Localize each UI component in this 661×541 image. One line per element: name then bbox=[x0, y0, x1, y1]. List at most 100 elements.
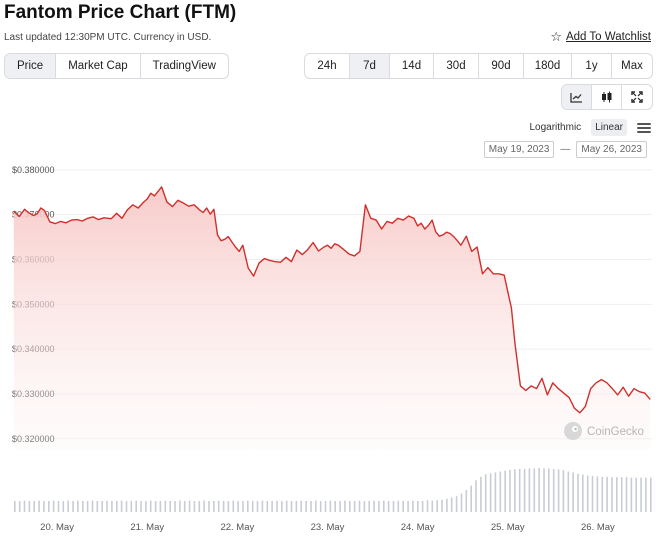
volume-bar bbox=[441, 499, 443, 512]
last-updated-text: Last updated 12:30PM UTC. Currency in US… bbox=[4, 32, 212, 43]
volume-bar bbox=[295, 501, 298, 512]
volume-bar bbox=[392, 501, 395, 512]
volume-bar bbox=[217, 500, 220, 512]
volume-bar bbox=[489, 473, 492, 512]
volume-bar bbox=[480, 476, 482, 512]
date-from-input[interactable]: May 19, 2023 bbox=[483, 141, 555, 158]
volume-bar bbox=[475, 480, 477, 512]
volume-bar bbox=[378, 501, 380, 512]
volume-bar bbox=[339, 501, 341, 512]
volume-bar bbox=[120, 500, 123, 512]
volume-bar bbox=[421, 501, 424, 512]
tab-tradingview[interactable]: TradingView bbox=[152, 60, 216, 72]
expand-button[interactable] bbox=[622, 85, 652, 109]
scale-selector: Logarithmic Linear bbox=[525, 119, 651, 136]
metric-tabs: Price Market Cap TradingView bbox=[4, 53, 229, 79]
x-tick-label: 21. May bbox=[130, 522, 164, 533]
volume-bar bbox=[582, 474, 584, 512]
volume-bar bbox=[436, 500, 438, 512]
volume-bar bbox=[149, 500, 152, 512]
volume-bar bbox=[271, 501, 273, 512]
x-tick-label: 22. May bbox=[220, 522, 254, 533]
x-tick-label: 25. May bbox=[491, 522, 525, 533]
page-title: Fantom Price Chart (FTM) bbox=[4, 2, 237, 23]
volume-bar bbox=[62, 501, 65, 512]
volume-bar bbox=[431, 500, 434, 512]
range-14d[interactable]: 14d bbox=[390, 54, 434, 78]
scale-linear[interactable]: Linear bbox=[591, 119, 627, 136]
volume-bar bbox=[635, 477, 637, 512]
volume-bar bbox=[625, 477, 628, 512]
volume-bar bbox=[586, 475, 589, 512]
volume-bar bbox=[116, 501, 118, 512]
x-tick-label: 26. May bbox=[581, 522, 615, 533]
range-180d[interactable]: 180d bbox=[524, 54, 572, 78]
hamburger-menu-icon[interactable] bbox=[637, 122, 651, 133]
range-max[interactable]: Max bbox=[621, 60, 643, 72]
range-1y[interactable]: 1y bbox=[572, 54, 612, 78]
volume-bar bbox=[198, 501, 201, 512]
volume-bar bbox=[169, 501, 171, 512]
volume-bar bbox=[446, 498, 448, 512]
volume-bar bbox=[300, 500, 302, 512]
range-90d[interactable]: 90d bbox=[479, 54, 524, 78]
volume-bar bbox=[111, 501, 113, 512]
volume-bar bbox=[543, 468, 545, 512]
volume-bar bbox=[57, 501, 60, 512]
range-24h[interactable]: 24h bbox=[305, 54, 350, 78]
x-tick-label: 24. May bbox=[401, 522, 435, 533]
volume-bar bbox=[387, 501, 390, 512]
volume-bar bbox=[290, 501, 293, 512]
add-to-watchlist-link[interactable]: ☆ Add To Watchlist bbox=[550, 30, 651, 43]
volume-bar bbox=[18, 501, 21, 512]
line-chart-button[interactable] bbox=[562, 85, 592, 109]
candlestick-button[interactable] bbox=[592, 85, 622, 109]
candlestick-icon bbox=[602, 91, 612, 103]
range-30d[interactable]: 30d bbox=[434, 54, 479, 78]
volume-bar bbox=[353, 501, 356, 512]
volume-bar bbox=[334, 501, 336, 512]
volume-bar bbox=[329, 500, 332, 512]
volume-bar bbox=[154, 501, 157, 512]
volume-bar bbox=[397, 500, 400, 512]
price-area bbox=[13, 186, 651, 450]
volume-bar bbox=[373, 500, 375, 512]
volume-bar bbox=[557, 469, 560, 512]
price-line bbox=[13, 186, 651, 414]
volume-bar bbox=[77, 500, 79, 512]
volume-bar bbox=[101, 501, 103, 512]
tab-market-cap[interactable]: Market Cap bbox=[56, 54, 141, 78]
volume-bar bbox=[344, 500, 346, 512]
volume-bar bbox=[548, 468, 550, 512]
volume-bar bbox=[247, 500, 249, 512]
volume-bar bbox=[562, 470, 565, 512]
volume-bar bbox=[484, 474, 487, 512]
star-icon: ☆ bbox=[550, 29, 562, 44]
volume-bar bbox=[383, 500, 385, 512]
line-chart-icon bbox=[570, 92, 582, 103]
volume-bar bbox=[227, 501, 230, 512]
volume-bar bbox=[402, 501, 404, 512]
volume-bar bbox=[645, 477, 647, 512]
volume-bar bbox=[281, 501, 283, 512]
volume-bar bbox=[465, 490, 468, 512]
volume-bar bbox=[577, 473, 579, 512]
tab-price[interactable]: Price bbox=[5, 54, 57, 78]
volume-bar bbox=[237, 501, 239, 512]
volume-bar bbox=[324, 501, 327, 512]
x-tick-label: 23. May bbox=[311, 522, 345, 533]
date-to-input[interactable]: May 26, 2023 bbox=[576, 141, 647, 158]
volume-bar bbox=[96, 501, 99, 512]
scale-logarithmic[interactable]: Logarithmic bbox=[529, 122, 582, 133]
volume-bar bbox=[266, 501, 269, 512]
volume-bar bbox=[533, 468, 536, 512]
volume-bar bbox=[620, 477, 623, 512]
volume-bar bbox=[630, 477, 633, 512]
volume-bar bbox=[140, 501, 142, 512]
range-7d[interactable]: 7d bbox=[350, 54, 390, 78]
volume-bar bbox=[538, 468, 540, 512]
volume-bar bbox=[412, 500, 414, 512]
volume-bar bbox=[514, 469, 516, 512]
volume-bar bbox=[407, 501, 409, 512]
volume-bar bbox=[450, 497, 453, 512]
